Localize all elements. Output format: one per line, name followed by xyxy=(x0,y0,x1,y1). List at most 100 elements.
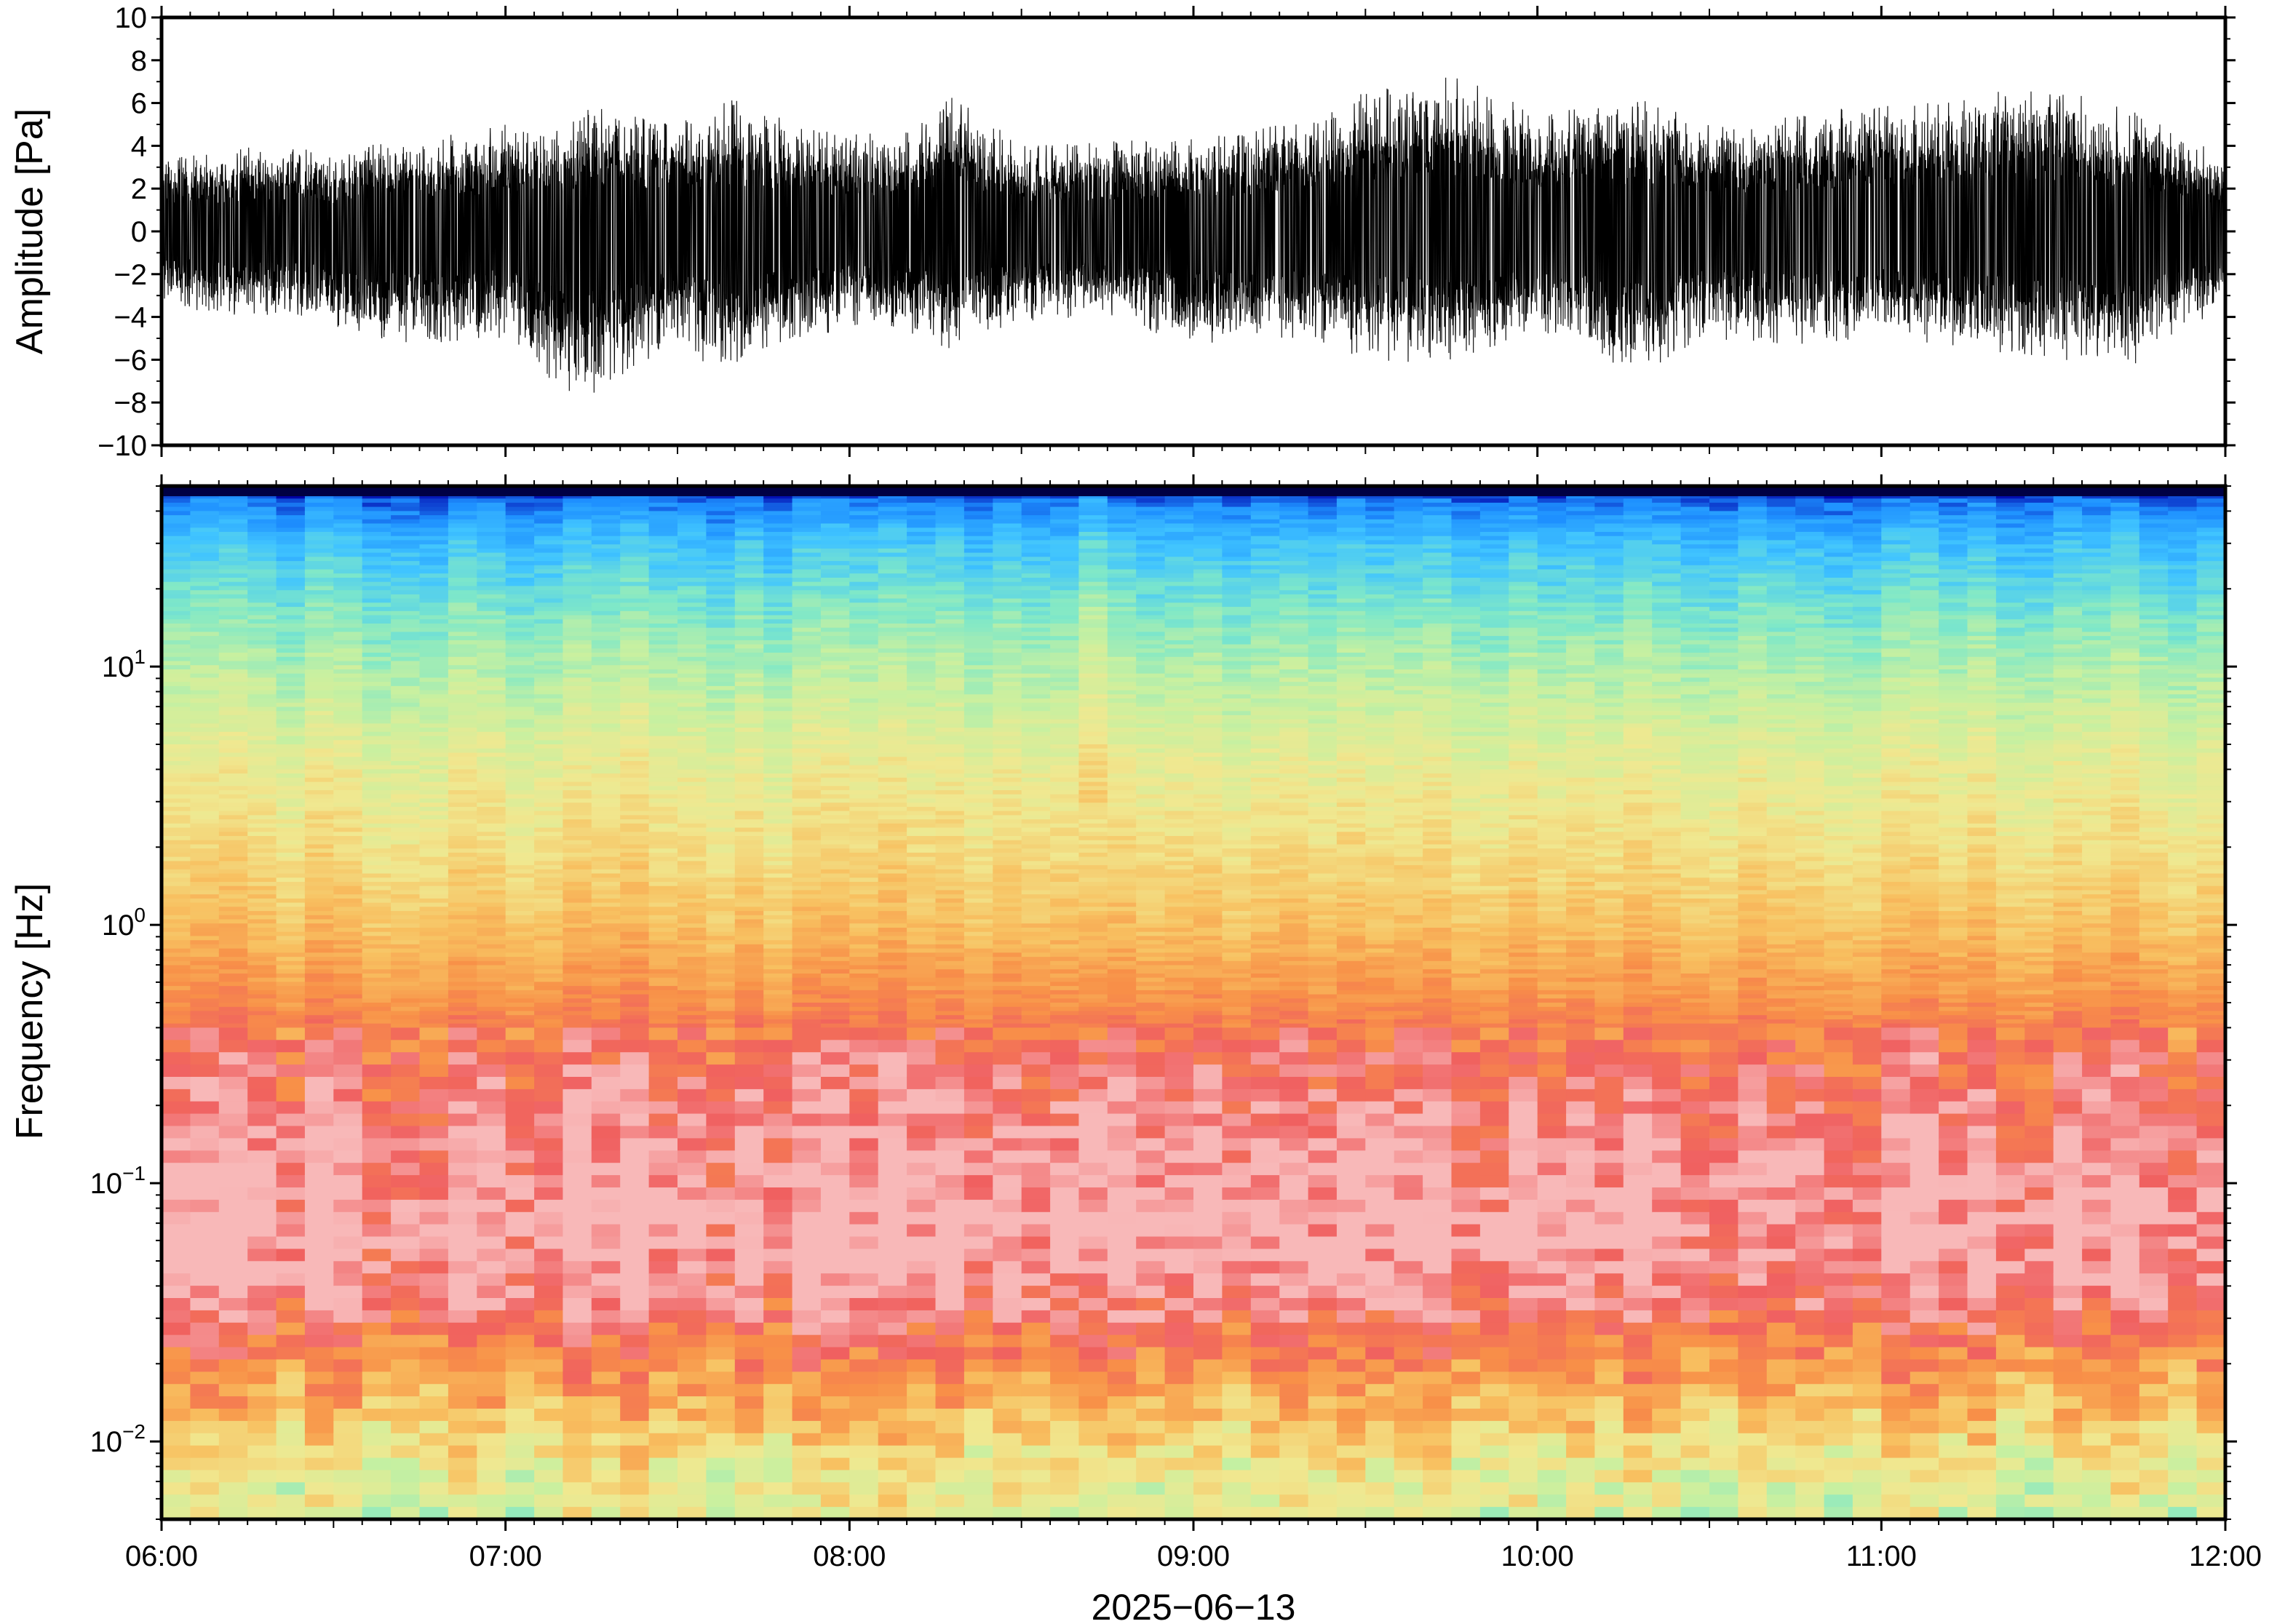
spectrogram-cell xyxy=(820,1003,851,1008)
spectrogram-cell xyxy=(448,1003,478,1008)
spectrogram-cell xyxy=(734,852,764,858)
spectrogram-cell xyxy=(907,1494,937,1508)
spectrogram-cell xyxy=(505,1482,535,1495)
spectrogram-cell xyxy=(276,640,306,645)
spectrogram-cell xyxy=(218,815,248,820)
spectrogram-cell xyxy=(878,960,907,966)
spectrogram-cell xyxy=(477,748,506,754)
spectrogram-cell xyxy=(792,1396,822,1409)
spectrogram-cell xyxy=(849,923,879,928)
spectrogram-cell xyxy=(448,952,478,958)
spectrogram-cell xyxy=(247,948,277,954)
spectrogram-cell xyxy=(591,1372,621,1385)
spectrogram-cell xyxy=(677,1372,707,1385)
spectrogram-cell xyxy=(477,1015,506,1020)
spectrogram-cell xyxy=(563,594,592,600)
spectrogram-cell xyxy=(162,561,191,566)
spectrogram-cell xyxy=(304,781,335,787)
spectrogram-cell xyxy=(792,1384,822,1397)
spectrogram-cell xyxy=(820,823,851,829)
spectrogram-cell xyxy=(419,936,449,941)
spectrogram-cell xyxy=(448,1261,478,1274)
spectrogram-cell xyxy=(419,806,449,812)
spectrogram-cell xyxy=(304,769,335,774)
spectrogram-cell xyxy=(620,711,650,716)
spectrogram-cell xyxy=(563,882,592,887)
spectrogram-cell xyxy=(849,794,879,800)
spectrogram-cell xyxy=(878,573,907,578)
spectrogram-cell xyxy=(477,557,506,562)
spectrogram-cell xyxy=(505,765,535,771)
spectrogram-cell xyxy=(477,1261,506,1274)
spectrogram-cell xyxy=(878,898,907,904)
spectrogram-cell xyxy=(218,1396,248,1409)
spectrogram-cell xyxy=(534,765,564,771)
spectrogram-cell xyxy=(734,940,764,945)
spectrogram-cell xyxy=(505,581,535,587)
spectrogram-cell xyxy=(190,565,220,570)
spectrogram-cell xyxy=(563,919,592,924)
spectrogram-cell xyxy=(534,769,564,774)
spectrogram-cell xyxy=(333,519,363,525)
spectrogram-cell xyxy=(448,1482,478,1495)
spectrogram-cell xyxy=(620,856,650,862)
spectrogram-cell xyxy=(591,694,621,699)
spectrogram-cell xyxy=(763,1023,793,1029)
spectrogram-cell xyxy=(162,1150,191,1163)
spectrogram-cell xyxy=(190,578,220,583)
spectrogram-cell xyxy=(333,977,363,983)
spectrogram-cell xyxy=(362,673,392,679)
spectrogram-cell xyxy=(419,856,449,862)
spectrogram-cell xyxy=(763,723,793,728)
spectrogram-cell xyxy=(391,602,421,608)
spectrogram-cell xyxy=(162,552,191,558)
spectrogram-cell xyxy=(677,610,707,616)
spectrogram-cell xyxy=(162,665,191,670)
spectrogram-cell xyxy=(792,523,822,528)
spectrogram-cell xyxy=(534,627,564,633)
spectrogram-cell xyxy=(162,1261,191,1274)
spectrogram-cell xyxy=(448,702,478,708)
spectrogram-cell xyxy=(362,1138,392,1152)
spectrogram-cell xyxy=(391,960,421,966)
spectrogram-cell xyxy=(706,586,736,591)
spectrogram-cell xyxy=(477,1433,506,1446)
spectrogram-cell xyxy=(849,1163,879,1176)
spectrogram-cell xyxy=(591,698,621,704)
spectrogram-cell xyxy=(820,1113,851,1127)
spectrogram-cell xyxy=(534,690,564,696)
spectrogram-cell xyxy=(763,1015,793,1020)
spectrogram-cell xyxy=(304,731,335,737)
spectrogram-cell xyxy=(935,1040,965,1053)
spectrogram-cell xyxy=(477,736,506,741)
spectrogram-cell xyxy=(648,965,678,970)
spectrogram-cell xyxy=(247,940,277,945)
spectrogram-cell xyxy=(620,578,650,583)
spectrogram-cell xyxy=(677,1077,707,1090)
spectrogram-cell xyxy=(706,1310,736,1324)
spectrogram-cell xyxy=(505,1470,535,1484)
spectrogram-cell xyxy=(362,1175,392,1188)
spectrogram-cell xyxy=(591,610,621,616)
spectrogram-cell xyxy=(677,515,707,520)
spectrogram-cell xyxy=(505,1088,535,1102)
spectrogram-cell xyxy=(218,656,248,662)
spectrogram-cell xyxy=(247,748,277,754)
spectrogram-cell xyxy=(534,977,564,983)
spectrogram-cell xyxy=(763,640,793,645)
spectrogram-cell xyxy=(563,944,592,950)
spectrogram-cell xyxy=(448,610,478,616)
spectrogram-cell xyxy=(304,907,335,912)
spectrogram-cell xyxy=(849,823,879,829)
spectrogram-cell xyxy=(849,898,879,904)
spectrogram-cell xyxy=(362,974,392,979)
spectrogram-cell xyxy=(820,952,851,958)
spectrogram-cell xyxy=(591,990,621,995)
spectrogram-cell xyxy=(792,627,822,633)
spectrogram-cell xyxy=(563,1273,592,1286)
spectrogram-cell xyxy=(763,685,793,691)
spectrogram-cell xyxy=(620,803,650,808)
spectrogram-cell xyxy=(820,519,851,525)
spectrogram-cell xyxy=(963,506,994,512)
spectrogram-cell xyxy=(734,815,764,820)
